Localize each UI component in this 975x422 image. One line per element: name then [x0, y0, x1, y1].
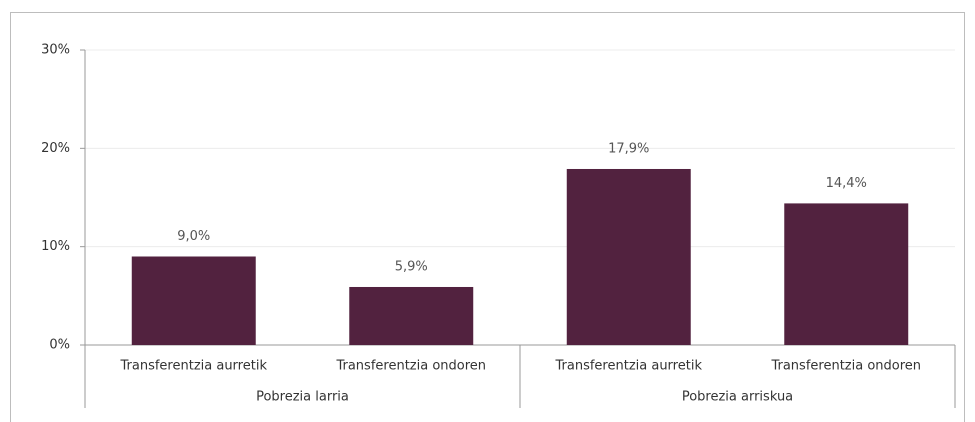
- x-tick-label: Transferentzia aurretik: [555, 359, 703, 374]
- data-label: 9,0%: [177, 229, 210, 244]
- group-label: Pobrezia arriskua: [682, 390, 793, 405]
- y-tick-label: 20%: [41, 141, 70, 156]
- x-tick-label: Transferentzia ondoren: [335, 359, 486, 374]
- x-tick-label: Transferentzia ondoren: [770, 359, 921, 374]
- y-tick-label: 30%: [41, 43, 70, 58]
- data-label: 14,4%: [826, 176, 867, 191]
- bar: [131, 256, 256, 345]
- bar: [566, 168, 691, 345]
- bar: [349, 286, 474, 345]
- chart-frame: [10, 12, 965, 422]
- y-tick-label: 0%: [49, 338, 70, 353]
- y-tick-label: 10%: [41, 239, 70, 254]
- group-label: Pobrezia larria: [256, 390, 349, 405]
- data-label: 5,9%: [395, 259, 428, 274]
- data-label: 17,9%: [608, 141, 649, 156]
- x-tick-label: Transferentzia aurretik: [120, 359, 268, 374]
- bar: [784, 203, 909, 345]
